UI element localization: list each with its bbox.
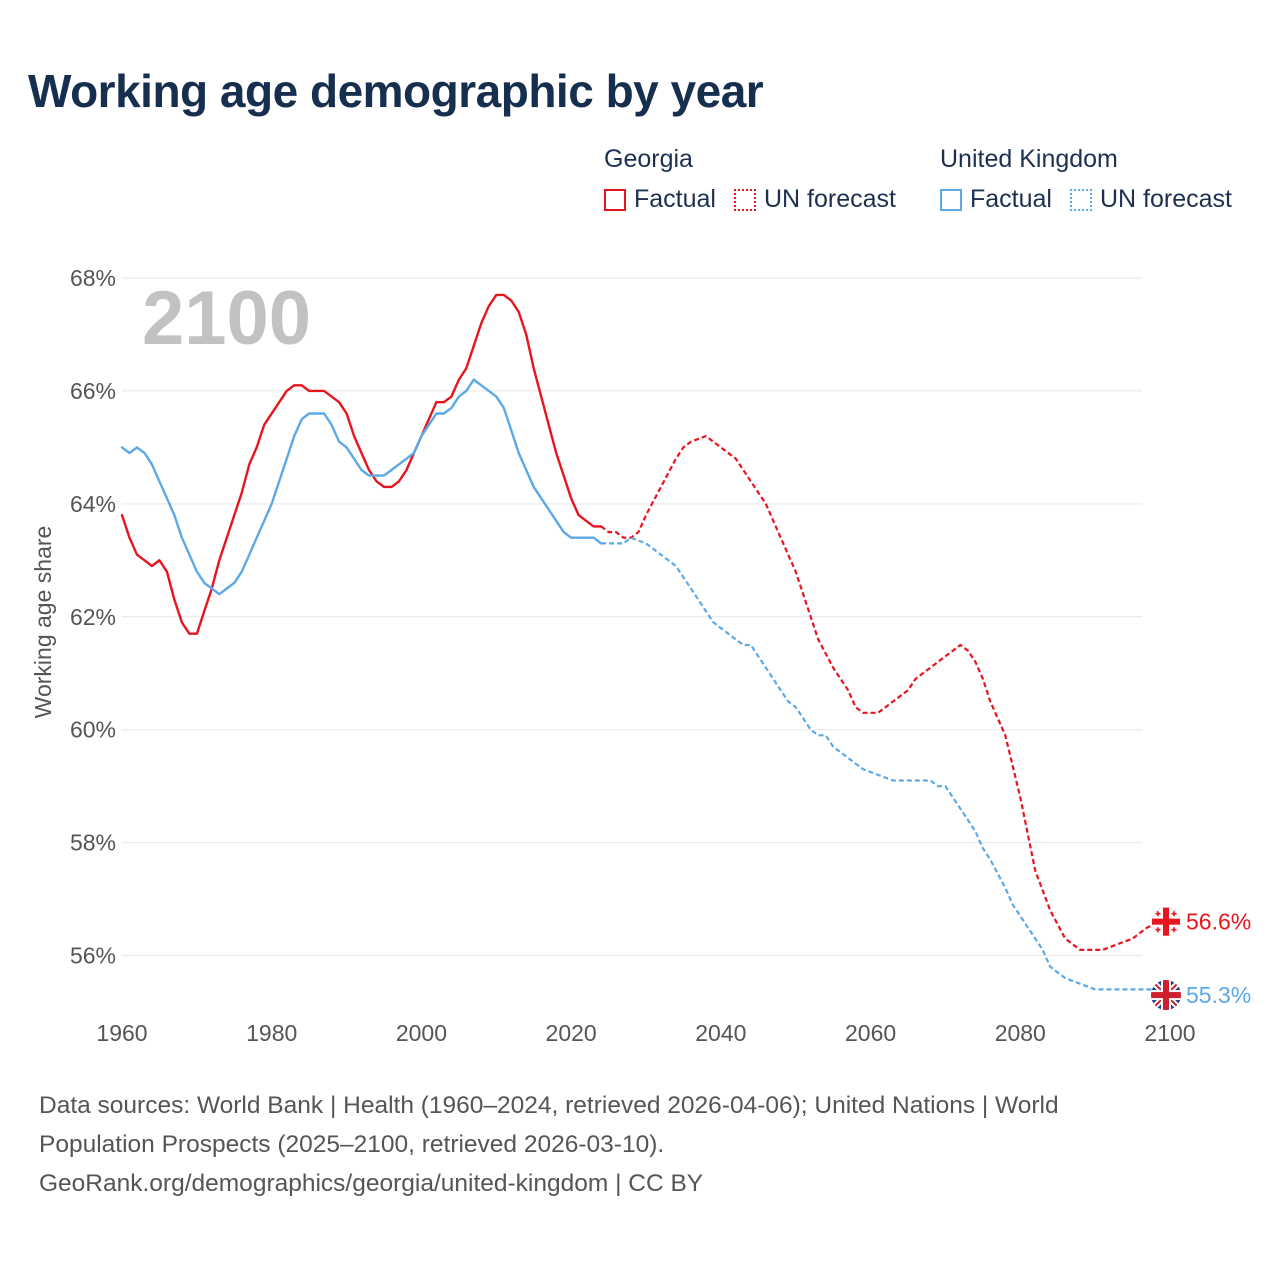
x-tick-label: 2000 (396, 1020, 447, 1046)
uk-flag-icon (1151, 980, 1181, 1011)
x-tick-label: 2080 (995, 1020, 1046, 1046)
y-tick-label: 68% (70, 265, 116, 291)
footer-sources: Data sources: World Bank | Health (1960–… (39, 1086, 1199, 1203)
chart-title: Working age demographic by year (28, 65, 764, 117)
legend-swatch-forecast-icon (1069, 188, 1092, 211)
legend-label-factual: Factual (970, 185, 1052, 213)
legend-group-name: United Kingdom (940, 145, 1118, 173)
x-tick-label: 1960 (96, 1020, 147, 1046)
flag-small-cross (1173, 927, 1175, 933)
flag-small-cross (1157, 927, 1159, 933)
series-line-georgia-factual (120, 293, 603, 635)
footer-line: GeoRank.org/demographics/georgia/united-… (39, 1170, 704, 1197)
legend-label-forecast: UN forecast (763, 185, 896, 213)
series-line-united-kingdom-factual (120, 378, 603, 596)
x-tick-label: 1980 (246, 1020, 297, 1046)
end-value-label-united-kingdom: 55.3% (1186, 982, 1251, 1008)
legend-label-factual: Factual (634, 185, 716, 213)
x-tick-label: 2020 (546, 1020, 597, 1046)
georgia-flag-icon (1151, 907, 1181, 937)
year-watermark: 2100 (142, 276, 311, 361)
y-tick-label: 60% (70, 717, 116, 743)
legend-swatch-forecast-icon (733, 188, 756, 211)
y-tick-label: 56% (70, 943, 116, 969)
flag-small-cross (1157, 911, 1159, 917)
y-axis-label: Working age share (30, 526, 56, 719)
y-tick-label: 58% (70, 830, 116, 856)
legend-swatch-factual-icon (940, 188, 962, 211)
y-tick-label: 66% (70, 378, 116, 404)
legend-group-georgia: Georgia Factual UN forecast (604, 143, 914, 214)
legend-group-name: Georgia (604, 145, 693, 173)
legend-swatch-factual-icon (604, 188, 626, 211)
x-tick-label: 2040 (695, 1020, 746, 1046)
legend-group-united-kingdom: United Kingdom Factual UN forecast (940, 143, 1232, 214)
flag-cross-red-v (1163, 980, 1169, 1011)
end-value-label-georgia: 56.6% (1186, 909, 1251, 935)
flag-small-cross (1173, 911, 1175, 917)
y-tick-label: 64% (70, 491, 116, 517)
x-tick-label: 2060 (845, 1020, 896, 1046)
legend-label-forecast: UN forecast (1099, 185, 1232, 213)
series-line-georgia-forecast (600, 434, 1170, 951)
flag-body (1151, 980, 1181, 1011)
flag-cross-v (1163, 907, 1169, 936)
x-tick-label: 2100 (1144, 1020, 1195, 1046)
footer-line: Population Prospects (2025–2100, retriev… (39, 1131, 665, 1158)
footer-line: Data sources: World Bank | Health (1960–… (39, 1092, 1059, 1119)
series-line-united-kingdom-forecast (601, 536, 1170, 997)
y-tick-label: 62% (70, 604, 116, 630)
